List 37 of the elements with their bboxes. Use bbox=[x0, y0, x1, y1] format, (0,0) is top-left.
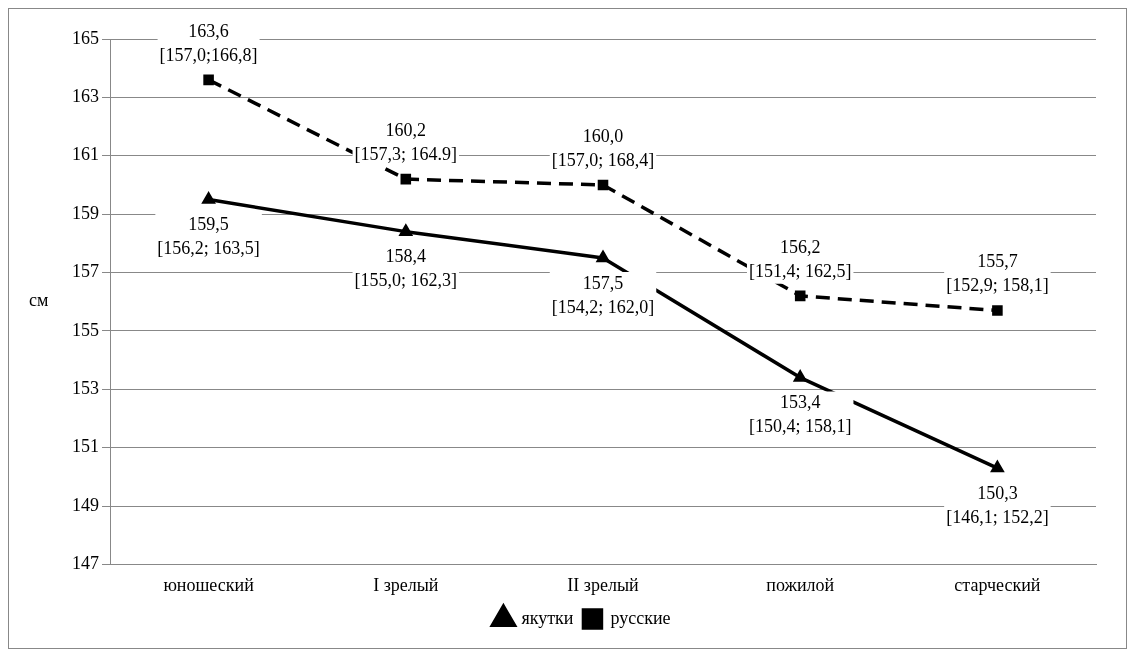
y-axis-title: см bbox=[29, 290, 49, 311]
point bbox=[794, 290, 806, 302]
x-tick-label: пожилой bbox=[766, 574, 835, 595]
data-label: 160,0 [157,0; 168,4] bbox=[551, 125, 655, 170]
data-label: 158,4 [155,0; 162,3] bbox=[354, 246, 458, 291]
y-tick-label: 153 bbox=[72, 378, 99, 398]
legend-label: якутки bbox=[521, 607, 574, 628]
data-label: 157,5 [154,2; 162,0] bbox=[551, 272, 655, 317]
y-tick-label: 149 bbox=[72, 494, 99, 515]
data-label: 155,7 [152,9; 158,1] bbox=[946, 251, 1049, 296]
y-tick-label: 165 bbox=[72, 27, 99, 48]
point bbox=[399, 224, 412, 236]
x-tick-label: старческий bbox=[954, 574, 1041, 595]
x-tick-label: I зрелый bbox=[373, 574, 439, 595]
x-tick-label: юношеский bbox=[163, 574, 255, 595]
data-label: 153,4 [150,4; 158,1] bbox=[748, 392, 852, 437]
data-label: 159,5 [156,2; 163,5] bbox=[157, 214, 260, 259]
x-tick-label: II зрелый bbox=[567, 574, 640, 595]
data-label: 163,6 [157,0;166,8] bbox=[159, 20, 258, 65]
point bbox=[202, 192, 215, 204]
y-tick-label: 155 bbox=[72, 319, 99, 340]
y-tick-label: 157 bbox=[72, 261, 99, 282]
point bbox=[400, 173, 412, 185]
point bbox=[203, 74, 214, 86]
y-tick-label: 147 bbox=[72, 553, 99, 574]
legend-label: русские bbox=[610, 607, 671, 628]
point bbox=[794, 370, 807, 382]
point bbox=[992, 305, 1003, 316]
point bbox=[596, 251, 610, 263]
y-tick-label: 151 bbox=[72, 436, 99, 457]
data-label: 156,2 [151,4; 162,5] bbox=[748, 236, 852, 281]
data-label: 150,3 [146,1; 152,2] bbox=[946, 482, 1049, 527]
data-label: 160,2 [157,3; 164.9] bbox=[354, 119, 458, 164]
y-tick-label: 159 bbox=[72, 202, 99, 223]
y-tick-label: 161 bbox=[72, 144, 99, 165]
point bbox=[597, 179, 609, 191]
y-tick-label: 163 bbox=[72, 86, 99, 107]
